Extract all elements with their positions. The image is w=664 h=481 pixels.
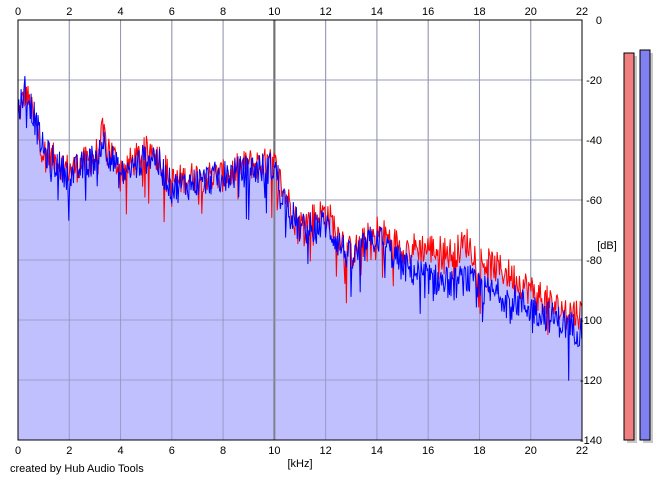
credit-text: created by Hub Audio Tools bbox=[10, 463, 144, 475]
plot-border bbox=[17, 19, 583, 441]
y-axis-label: [dB] bbox=[597, 240, 617, 252]
series-line-1 bbox=[17, 82, 583, 335]
x-tick-label-bottom: 12 bbox=[320, 445, 332, 457]
x-tick-label-bottom: 22 bbox=[576, 445, 588, 457]
series-line-2 bbox=[17, 75, 583, 381]
y-tick-label: -20 bbox=[586, 75, 602, 87]
x-tick-label-bottom: 18 bbox=[473, 445, 485, 457]
x-tick-labels-bottom: 0 2 4 6 8 10 12 14 16 18 20 22 bbox=[15, 445, 588, 457]
x-tick-label-bottom: 2 bbox=[66, 445, 72, 457]
y-tick-label: -60 bbox=[586, 195, 602, 207]
x-tick-label-top: 6 bbox=[169, 6, 175, 18]
level-meter-2 bbox=[639, 49, 651, 441]
x-tick-label-top: 0 bbox=[15, 6, 21, 18]
x-tick-label-top: 20 bbox=[525, 6, 537, 18]
x-tick-label-bottom: 8 bbox=[220, 445, 226, 457]
x-tick-label-bottom: 6 bbox=[169, 445, 175, 457]
y-tick-labels: 0 -20 -40 -60 -80 -100 -120 -140 bbox=[580, 15, 602, 447]
y-tick-label: -100 bbox=[580, 315, 602, 327]
x-tick-label-bottom: 10 bbox=[268, 445, 280, 457]
x-tick-label-bottom: 4 bbox=[117, 445, 123, 457]
plot-frame bbox=[17, 19, 583, 441]
x-tick-label-top: 10 bbox=[268, 6, 280, 18]
level-meter-1 bbox=[623, 52, 635, 441]
x-tick-label-bottom: 16 bbox=[422, 445, 434, 457]
x-tick-label-top: 16 bbox=[422, 6, 434, 18]
x-tick-label-bottom: 20 bbox=[525, 445, 537, 457]
x-tick-label-top: 22 bbox=[576, 6, 588, 18]
x-tick-label-top: 18 bbox=[473, 6, 485, 18]
x-tick-label-top: 4 bbox=[117, 6, 123, 18]
y-tick-label: -80 bbox=[586, 255, 602, 267]
y-tick-label: -40 bbox=[586, 135, 602, 147]
x-tick-label-bottom: 0 bbox=[15, 445, 21, 457]
x-tick-label-top: 12 bbox=[320, 6, 332, 18]
level-meters bbox=[623, 49, 653, 443]
x-tick-labels-top: 0 2 4 6 8 10 12 14 16 18 20 22 bbox=[15, 6, 588, 18]
x-tick-label-top: 8 bbox=[220, 6, 226, 18]
y-tick-label: -120 bbox=[580, 375, 602, 387]
x-tick-label-bottom: 14 bbox=[371, 445, 383, 457]
x-axis-label: [kHz] bbox=[287, 458, 312, 470]
x-tick-label-top: 2 bbox=[66, 6, 72, 18]
y-tick-label: -140 bbox=[580, 435, 602, 447]
x-tick-label-top: 14 bbox=[371, 6, 383, 18]
y-tick-label: 0 bbox=[596, 15, 602, 27]
